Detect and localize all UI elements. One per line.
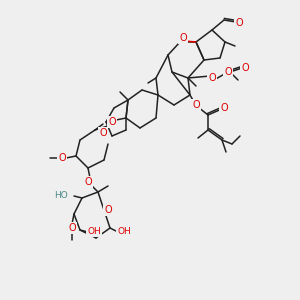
Text: O: O: [68, 223, 76, 233]
Text: O: O: [99, 128, 107, 138]
Text: O: O: [58, 153, 66, 163]
Text: O: O: [84, 177, 92, 187]
Text: HO: HO: [54, 191, 68, 200]
Text: O: O: [208, 73, 216, 83]
Text: O: O: [192, 100, 200, 110]
Text: O: O: [104, 205, 112, 215]
Text: O: O: [108, 117, 116, 127]
Text: O: O: [220, 103, 228, 113]
Text: O: O: [241, 63, 249, 73]
Text: OH: OH: [117, 227, 131, 236]
Text: OH: OH: [87, 227, 101, 236]
Text: O: O: [235, 18, 243, 28]
Text: O: O: [224, 67, 232, 77]
Text: O: O: [179, 33, 187, 43]
